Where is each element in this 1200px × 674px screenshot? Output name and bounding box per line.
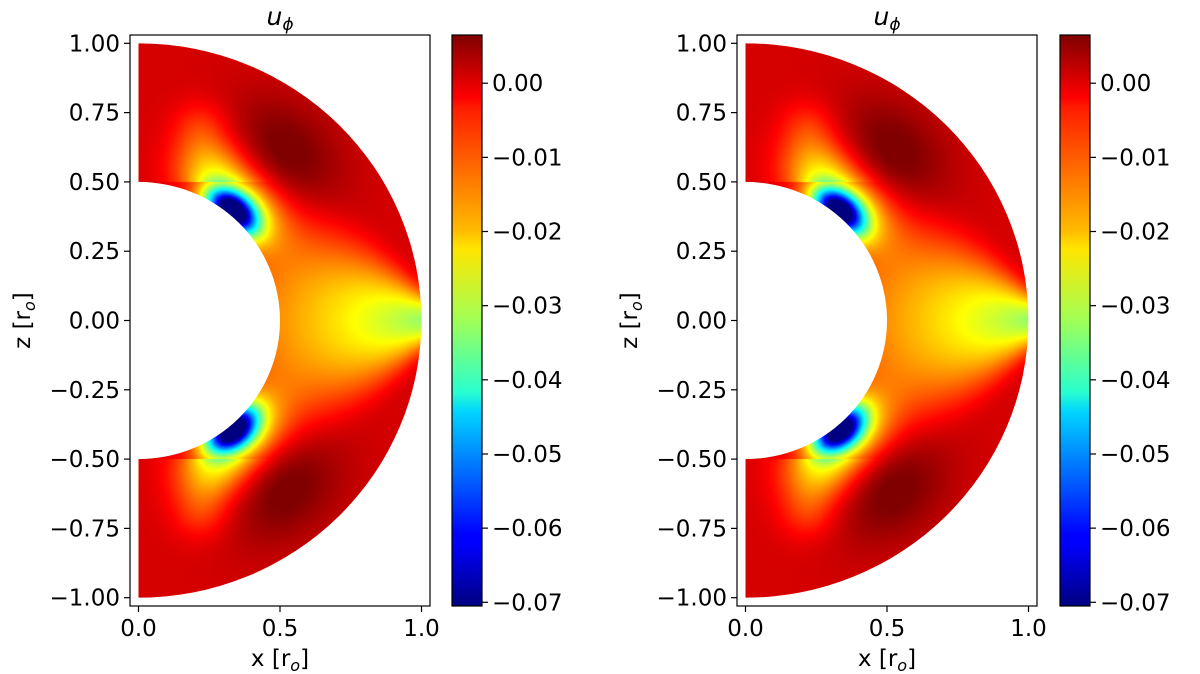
x-tick-label: 0.5 [869,616,906,642]
y-tick-label: −0.50 [50,447,120,473]
colorbar-tick-label: −0.04 [1100,368,1170,394]
y-tick-label: 1.00 [676,31,727,57]
y-tick-label: −0.50 [657,447,727,473]
y-tick-label: 0.75 [676,101,727,127]
colorbar-tick-label: −0.05 [1100,442,1170,468]
y-tick-label: −0.75 [657,516,727,542]
y-tick-label: 0.00 [676,309,727,335]
colorbar-tick-label: −0.01 [1100,145,1170,171]
y-tick-label: −0.25 [657,378,727,404]
x-tick-label: 0.5 [262,616,299,642]
field-heatmap [745,43,1029,598]
y-tick-label: 0.50 [676,170,727,196]
y-tick-label: 0.25 [676,239,727,265]
chart-title: uϕ [266,2,293,35]
colorbar [1059,34,1091,607]
y-axis-label: z [ro] [617,292,646,349]
y-tick-label: −1.00 [50,586,120,612]
panel-2: 0.0 0.5 1.0 1.00 0.75 0.50 0.25 0.00 −0.25 −0.50 −… [617,2,1170,674]
colorbar-tick-label: −0.03 [492,294,562,320]
colorbar-tick-label: 0.00 [492,71,543,97]
colorbar-tick-label: −0.03 [1100,294,1170,320]
colorbar-tick-label: −0.01 [492,145,562,171]
colorbar-tick-label: −0.02 [1100,220,1170,246]
y-axis-label: z [ro] [10,292,39,349]
y-tick-label: 0.75 [69,101,120,127]
x-axis-label: x [ro] [251,646,309,674]
y-tick-label: 0.50 [69,170,120,196]
y-tick-label: 0.25 [69,239,120,265]
colorbar-tick-label: −0.07 [492,590,562,616]
x-tick-label: 0.0 [727,616,764,642]
colorbar-tick-label: −0.07 [1100,590,1170,616]
colorbar-tick-label: −0.05 [492,442,562,468]
y-tick-label: 0.00 [69,309,120,335]
field-heatmap [138,43,422,598]
colorbar-tick-label: 0.00 [1100,71,1151,97]
x-tick-label: 0.0 [120,616,157,642]
colorbar-tick-label: −0.04 [492,368,562,394]
chart-title: uϕ [873,2,900,35]
colorbar-tick-label: −0.06 [492,516,562,542]
x-tick-label: 1.0 [1010,616,1047,642]
x-axis-label: x [ro] [858,646,916,674]
panel-1: 0.0 0.5 1.0 1.00 0.75 0.50 0.25 0.00 −0.25 −0.50 −… [10,2,562,674]
y-tick-label: −1.00 [657,586,727,612]
x-tick-label: 1.0 [403,616,440,642]
y-tick-label: −0.75 [50,516,120,542]
y-tick-label: −0.25 [50,378,120,404]
colorbar-tick-label: −0.06 [1100,516,1170,542]
colorbar-tick-label: −0.02 [492,220,562,246]
y-tick-label: 1.00 [69,31,120,57]
colorbar [451,34,483,607]
